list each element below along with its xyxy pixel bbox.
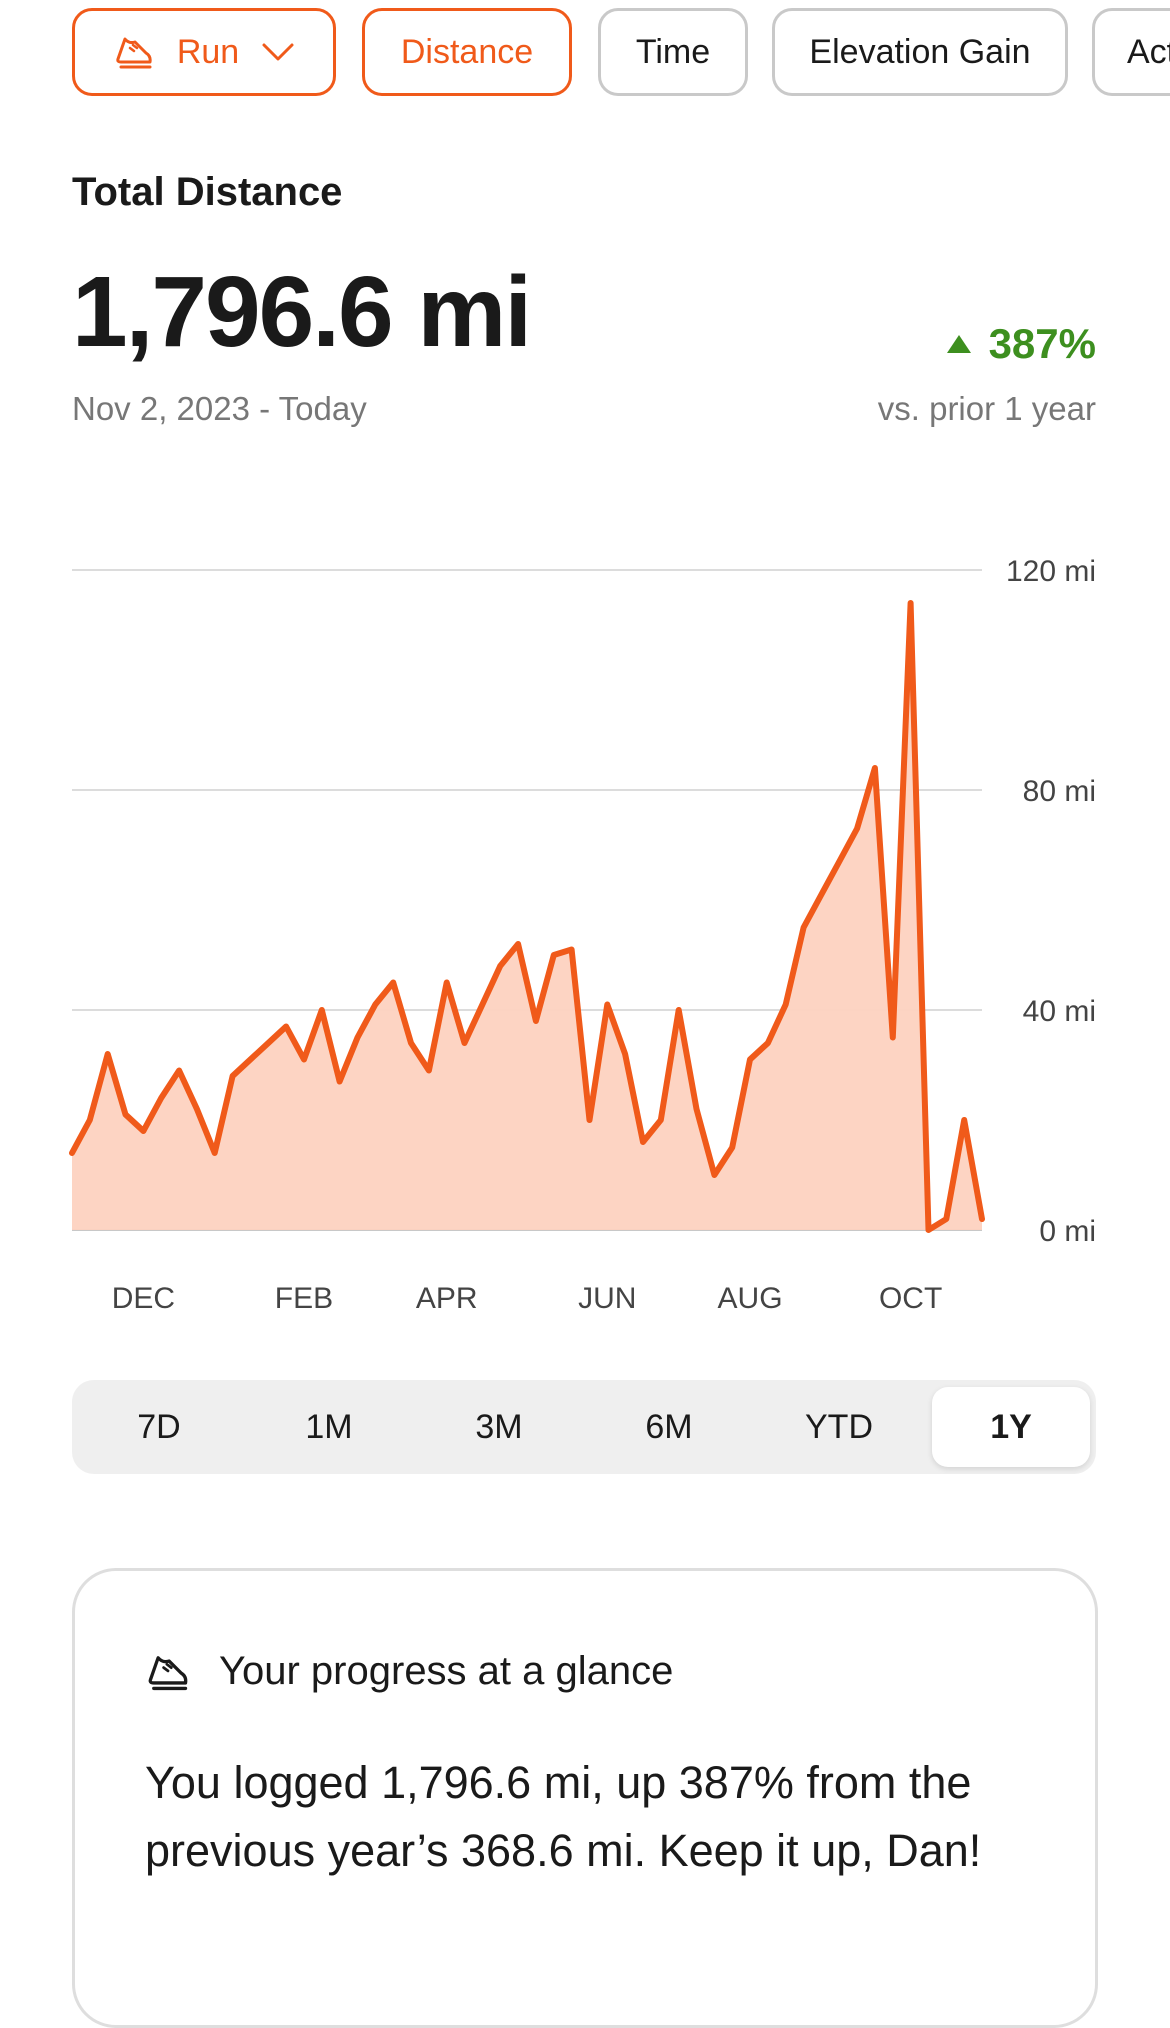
sport-select-label: Run — [176, 32, 240, 71]
period-label: 7D — [137, 1407, 181, 1446]
x-tick-label: APR — [416, 1282, 478, 1315]
page-title: Total Distance — [72, 170, 343, 214]
y-tick-label: 40 mi — [1023, 995, 1096, 1028]
progress-card-title: Your progress at a glance — [219, 1649, 674, 1693]
date-range: Nov 2, 2023 - Today — [72, 390, 367, 427]
distance-line — [69, 600, 985, 1233]
period-6m[interactable]: 6M — [590, 1387, 748, 1467]
sport-select-run[interactable]: Run — [72, 8, 336, 96]
x-tick-label: DEC — [112, 1282, 175, 1315]
running-shoe-icon — [116, 37, 152, 69]
time-range-selector: 7D 1M 3M 6M YTD 1Y — [72, 1380, 1096, 1474]
up-arrow-icon — [946, 335, 971, 353]
period-label: 6M — [645, 1407, 693, 1446]
period-label: 3M — [475, 1407, 523, 1446]
y-tick-label: 120 mi — [1006, 555, 1096, 588]
x-axis-labels: DEC FEB APR JUN AUG OCT — [112, 1282, 943, 1315]
progress-card-header: Your progress at a glance — [145, 1649, 673, 1694]
x-tick-label: AUG — [718, 1282, 783, 1315]
progress-card-text: You logged 1,796.6 mi, up 387% from the … — [145, 1757, 982, 1876]
period-3m[interactable]: 3M — [420, 1387, 578, 1467]
chevron-down-icon — [262, 43, 294, 61]
y-tick-label: 80 mi — [1023, 775, 1096, 808]
progress-card: Your progress at a glance You logged 1,7… — [72, 1568, 1098, 2028]
metric-tab-label: Distance — [400, 32, 534, 71]
period-label: YTD — [805, 1407, 873, 1446]
change-badge: 387% — [945, 320, 1096, 368]
x-tick-label: JUN — [578, 1282, 636, 1315]
period-ytd[interactable]: YTD — [760, 1387, 918, 1467]
sport-filter-bar: Run Distance Time Elevation Gain Act — [72, 8, 1170, 102]
comparison-label: vs. prior 1 year — [877, 390, 1096, 427]
total-distance-value: 1,796.6 mi — [72, 256, 532, 368]
period-7d[interactable]: 7D — [80, 1387, 238, 1467]
metric-tab-label: Elevation Gain — [809, 32, 1031, 71]
period-1m[interactable]: 1M — [250, 1387, 408, 1467]
change-percent: 387% — [988, 320, 1096, 367]
distance-chart: 120 mi 80 mi 40 mi 0 mi DEC FEB APR JUN AUG OCT — [69, 555, 1096, 1315]
metric-tab-time[interactable]: Time — [598, 8, 748, 96]
distance-area-fill — [72, 603, 982, 1230]
x-tick-label: OCT — [879, 1282, 942, 1315]
running-shoe-icon — [148, 1655, 188, 1690]
period-1y[interactable]: 1Y — [932, 1387, 1090, 1467]
metric-tab-activities[interactable]: Act — [1092, 8, 1170, 96]
x-tick-label: FEB — [275, 1282, 333, 1315]
metric-tab-elevation-gain[interactable]: Elevation Gain — [772, 8, 1068, 96]
y-axis-labels: 120 mi 80 mi 40 mi 0 mi — [1006, 555, 1096, 1248]
metric-tab-label: Act — [1127, 32, 1170, 71]
period-label: 1M — [305, 1407, 353, 1446]
period-label: 1Y — [990, 1407, 1032, 1446]
metric-tab-distance[interactable]: Distance — [362, 8, 572, 96]
metric-tab-label: Time — [635, 32, 711, 71]
y-tick-label: 0 mi — [1039, 1215, 1096, 1248]
